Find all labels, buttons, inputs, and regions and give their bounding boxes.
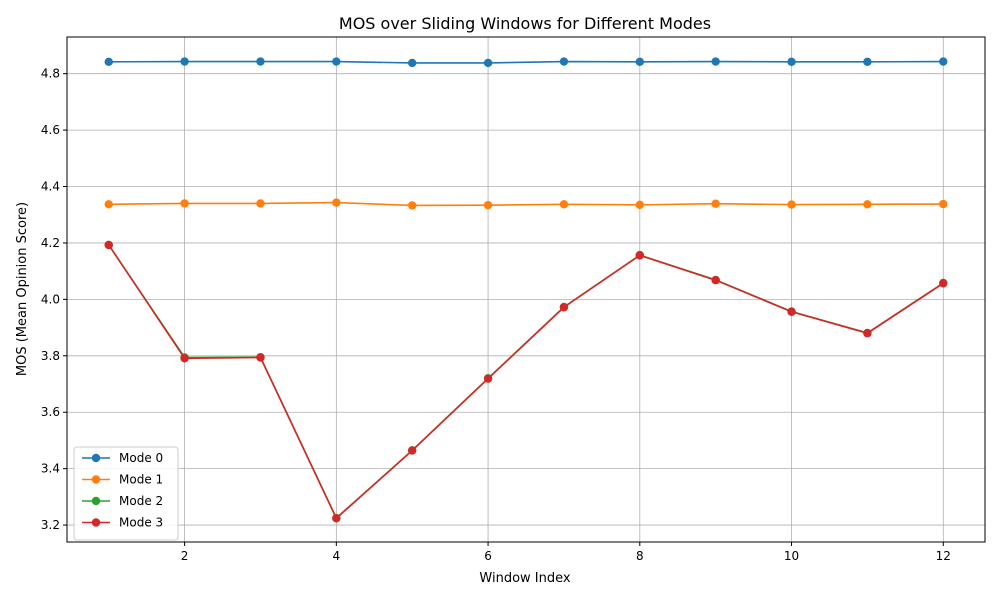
data-point bbox=[332, 57, 341, 66]
data-point bbox=[711, 57, 720, 66]
legend-label: Mode 2 bbox=[119, 494, 163, 508]
data-point bbox=[180, 199, 189, 208]
data-point bbox=[104, 200, 113, 209]
data-point bbox=[939, 199, 948, 209]
data-point bbox=[863, 200, 872, 209]
data-point bbox=[559, 303, 569, 312]
x-tick-label: 4 bbox=[333, 549, 341, 563]
data-point bbox=[332, 514, 341, 523]
plot-frame bbox=[66, 36, 986, 543]
data-point bbox=[104, 57, 113, 67]
data-point bbox=[939, 279, 948, 288]
legend-marker bbox=[91, 496, 101, 506]
chart-title: MOS over Sliding Windows for Different M… bbox=[339, 14, 711, 33]
y-axis-label: MOS (Mean Opinion Score) bbox=[15, 202, 30, 376]
data-point bbox=[939, 57, 948, 66]
y-tick-label: 4.8 bbox=[41, 67, 60, 81]
legend-item: Mode 0 bbox=[82, 451, 163, 465]
y-tick-label: 4.4 bbox=[41, 180, 60, 194]
series-mode-1 bbox=[104, 198, 948, 210]
data-point bbox=[180, 354, 189, 363]
legend-item: Mode 3 bbox=[82, 516, 163, 530]
data-point bbox=[711, 199, 720, 208]
x-axis-label: Window Index bbox=[479, 571, 570, 586]
data-point bbox=[787, 57, 796, 67]
data-point bbox=[635, 251, 645, 260]
x-tick-label: 2 bbox=[181, 549, 189, 563]
data-point bbox=[256, 353, 265, 362]
series-mode-2 bbox=[104, 240, 948, 523]
y-tick-label: 3.2 bbox=[41, 518, 60, 532]
legend: Mode 0 Mode 1 Mode 2 Mode 3 bbox=[73, 446, 179, 541]
x-tick-label: 8 bbox=[636, 549, 644, 563]
data-point bbox=[483, 200, 493, 210]
series-line bbox=[108, 244, 944, 520]
legend-label: Mode 0 bbox=[119, 451, 163, 465]
data-point bbox=[635, 57, 645, 67]
series-line bbox=[108, 201, 944, 207]
series-group bbox=[104, 57, 948, 523]
data-point bbox=[256, 199, 265, 208]
legend-box bbox=[73, 446, 179, 541]
data-point bbox=[863, 329, 872, 338]
x-tick-label: 10 bbox=[784, 549, 799, 563]
y-tick-label: 3.8 bbox=[41, 349, 60, 363]
data-point bbox=[559, 57, 569, 66]
series-line bbox=[108, 244, 944, 520]
y-tick-label: 3.4 bbox=[41, 462, 60, 476]
x-tick-label: 12 bbox=[936, 549, 951, 563]
legend-item: Mode 1 bbox=[82, 473, 163, 487]
data-point bbox=[711, 275, 720, 285]
legend-label: Mode 3 bbox=[119, 516, 163, 530]
data-point bbox=[256, 57, 265, 66]
data-point bbox=[407, 58, 417, 68]
data-point bbox=[407, 446, 417, 455]
series-mode-3 bbox=[104, 240, 948, 523]
legend-marker bbox=[91, 475, 101, 484]
x-tick-label: 6 bbox=[484, 549, 492, 563]
series-line bbox=[108, 60, 944, 64]
y-tick-label: 4.2 bbox=[41, 236, 60, 250]
data-point bbox=[559, 200, 569, 209]
y-tick-label: 4.6 bbox=[41, 123, 60, 137]
legend-marker bbox=[91, 518, 101, 527]
y-tick-label: 4.0 bbox=[41, 292, 60, 306]
data-point bbox=[787, 200, 796, 209]
grid-lines bbox=[67, 37, 985, 542]
series-mode-0 bbox=[104, 57, 948, 68]
data-point bbox=[483, 58, 493, 68]
axis-ticks: 2 4 6 8 10 12 3.2 3.4 3.6 3.8 4.0 4.2 4.4 4.6 4.8 bbox=[41, 67, 951, 563]
y-tick-label: 3.6 bbox=[41, 405, 60, 419]
data-point bbox=[407, 201, 417, 210]
data-point bbox=[787, 307, 796, 316]
legend-marker bbox=[91, 453, 101, 463]
data-point bbox=[635, 200, 645, 210]
legend-item: Mode 2 bbox=[82, 494, 163, 508]
data-point bbox=[863, 57, 872, 67]
data-point bbox=[180, 57, 189, 66]
legend-label: Mode 1 bbox=[119, 473, 163, 487]
data-point bbox=[104, 240, 113, 250]
data-point bbox=[483, 374, 493, 383]
data-point bbox=[332, 198, 341, 207]
